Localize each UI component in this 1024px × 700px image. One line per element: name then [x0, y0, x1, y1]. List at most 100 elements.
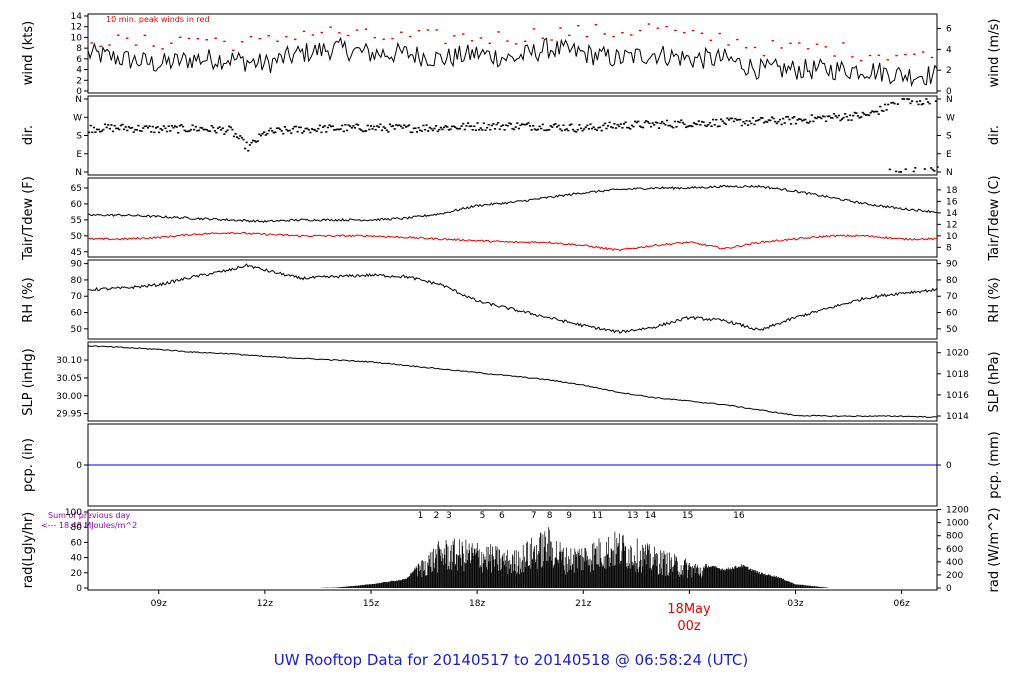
dir-point: [926, 101, 930, 103]
dir-point: [826, 115, 829, 118]
dir-point: [339, 128, 342, 130]
dir-point: [443, 126, 446, 129]
rh-plot: 50 60 70 80 90 50 60 70 80 90: [71, 260, 958, 335]
dir-point: [302, 130, 306, 132]
dir-point: [269, 127, 272, 130]
dir-point: [96, 128, 99, 131]
dir-point: [174, 125, 177, 127]
dir-point: [490, 124, 493, 127]
dir-point: [417, 126, 420, 129]
dir-point: [422, 124, 425, 127]
dir-point: [834, 115, 837, 117]
dir-point: [470, 125, 473, 127]
dir-point: [229, 126, 232, 129]
rad-cloud-marker: 16: [733, 511, 745, 521]
dir-point: [137, 124, 140, 127]
dir-point: [540, 127, 543, 130]
dir-point: [672, 126, 675, 129]
dir-point: [931, 168, 934, 171]
dir-point: [922, 103, 925, 105]
dir-point: [140, 130, 143, 132]
dir-point: [388, 123, 392, 126]
dir-point: [755, 120, 758, 122]
dir-point: [909, 102, 912, 105]
dir-point: [731, 117, 734, 120]
dir-point: [885, 109, 888, 111]
dir-point: [915, 100, 918, 103]
dir-point: [560, 129, 563, 132]
dir-point: [549, 125, 552, 127]
dir-point: [646, 121, 649, 123]
dir-point: [431, 129, 434, 132]
dir-point: [790, 123, 793, 125]
dir-point: [175, 126, 178, 128]
dir-point: [374, 128, 377, 131]
temp-rtick-label: 14: [946, 209, 958, 219]
dir-point: [132, 131, 135, 133]
dir-point: [576, 128, 579, 131]
dir-point: [533, 128, 536, 130]
dir-point: [234, 133, 237, 135]
dir-point: [396, 124, 399, 127]
rh-ltick-label: 80: [71, 276, 83, 286]
dir-point: [231, 128, 234, 131]
dir-point: [758, 118, 761, 121]
dir-point: [336, 128, 339, 131]
dir-point: [729, 117, 732, 120]
dir-point: [651, 122, 654, 124]
dir-point: [228, 125, 231, 128]
dir-point: [594, 128, 597, 131]
dir-point: [158, 131, 161, 134]
rad-rtick-label: 200: [946, 571, 963, 581]
dir-point: [169, 130, 172, 132]
wind-rtick-label: 0: [946, 87, 952, 97]
dir-point: [97, 128, 100, 131]
dir-point: [412, 127, 415, 130]
dir-point: [347, 124, 350, 126]
dir-point: [707, 123, 710, 126]
temp-rtick-label: 10: [946, 232, 958, 242]
x-tick-label: 12z: [257, 599, 273, 609]
dir-point: [237, 137, 240, 140]
temp-ltick-label: 55: [71, 216, 82, 226]
dir-point: [809, 120, 812, 123]
dir-point: [322, 126, 325, 128]
temp-frame: [87, 177, 938, 258]
dir-point: [804, 118, 807, 121]
dir-point: [419, 129, 422, 131]
dir-point: [353, 127, 356, 129]
dir-point: [365, 130, 368, 132]
temp-ltick-label: 65: [71, 184, 82, 194]
rh-ltick-label: 90: [71, 260, 83, 270]
dir-point: [801, 120, 804, 122]
dir-point: [215, 131, 218, 134]
dir-point: [395, 124, 398, 126]
dir-point: [450, 125, 454, 128]
dir-point: [285, 128, 288, 131]
dir-point: [415, 131, 419, 133]
dir-point: [143, 125, 146, 128]
dir-point: [583, 128, 586, 130]
dir-point: [713, 124, 716, 126]
dir-point: [501, 124, 505, 126]
dir-point: [532, 125, 535, 127]
dir-point: [659, 122, 662, 125]
rh-ylabel-right: RH (%): [987, 277, 1002, 322]
dir-point: [355, 123, 358, 126]
dir-point: [759, 117, 762, 119]
chart-title: UW Rooftop Data for 20140517 to 20140518…: [274, 651, 748, 669]
dir-point: [608, 121, 611, 124]
dir-point: [138, 129, 142, 132]
dir-point: [226, 129, 229, 132]
dir-point: [920, 103, 923, 106]
dir-point: [640, 126, 643, 128]
dir-point: [904, 168, 907, 170]
wind-ltick-label: 12: [71, 23, 82, 33]
dir-point: [673, 120, 676, 123]
dir-point: [783, 122, 786, 124]
dir-point: [653, 124, 656, 126]
x-tick-label: 21z: [575, 599, 591, 609]
dir-point: [379, 123, 382, 126]
dir-point: [678, 121, 681, 124]
